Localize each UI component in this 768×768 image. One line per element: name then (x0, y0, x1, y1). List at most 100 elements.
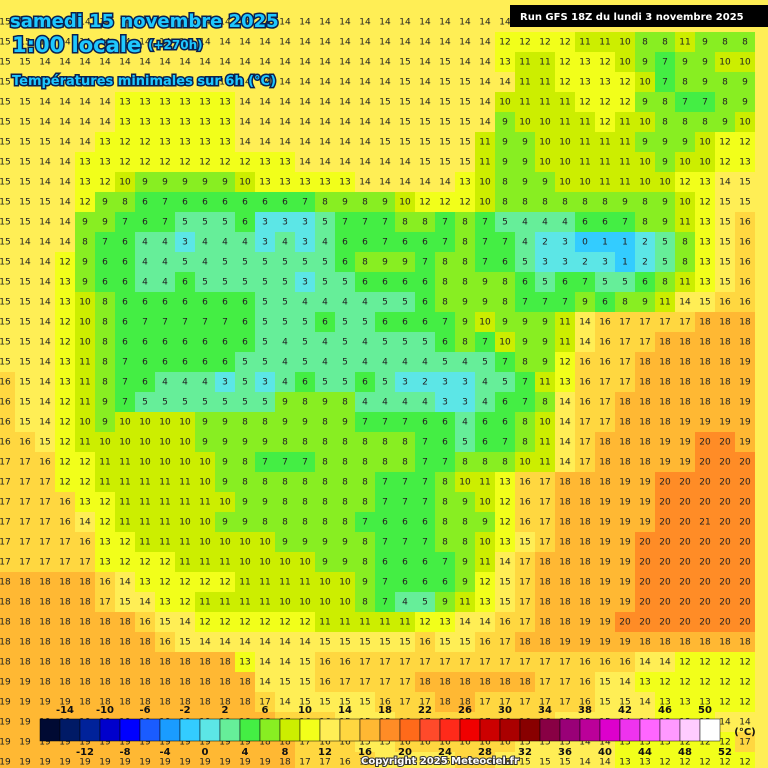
temp-value: 15 (559, 758, 570, 768)
temp-value: 9 (242, 438, 248, 448)
legend-swatch (79, 718, 101, 742)
temp-cell (635, 232, 655, 252)
temp-cell (395, 512, 415, 532)
temp-value: 16 (159, 638, 171, 648)
temp-value: 11 (159, 498, 170, 508)
temp-cell (315, 352, 335, 372)
temp-value: 18 (99, 618, 111, 628)
temp-cell (135, 372, 155, 392)
temp-value: 8 (462, 218, 468, 228)
temp-cell (415, 292, 435, 312)
temp-value: 15 (0, 238, 11, 248)
temp-cell (35, 132, 55, 152)
temp-value: 14 (239, 638, 251, 648)
temp-value: 16 (579, 398, 591, 408)
temp-value: 11 (479, 558, 490, 568)
temp-value: 11 (579, 138, 590, 148)
temp-cell (595, 52, 615, 72)
temp-cell (515, 332, 535, 352)
temp-value: 6 (442, 578, 448, 588)
temp-cell (715, 412, 735, 432)
temp-value: 14 (219, 638, 231, 648)
temp-value: 8 (502, 298, 508, 308)
temp-value: 11 (339, 618, 350, 628)
legend-swatch (299, 718, 321, 742)
temp-cell (255, 72, 275, 92)
temp-value: 5 (422, 598, 428, 608)
temp-value: 19 (739, 398, 751, 408)
temp-cell (275, 372, 295, 392)
temp-cell (55, 0, 75, 32)
temp-cell (515, 52, 535, 72)
temp-value: 9 (482, 298, 488, 308)
temp-value: 14 (259, 138, 271, 148)
temp-value: 14 (339, 98, 351, 108)
temp-cell (135, 352, 155, 372)
temp-value: 17 (499, 638, 510, 648)
temp-cell (655, 252, 675, 272)
temp-cell (475, 152, 495, 172)
temp-value: 12 (419, 198, 430, 208)
temp-cell (675, 412, 695, 432)
temp-value: 12 (419, 618, 430, 628)
temp-cell (275, 152, 295, 172)
temp-cell (135, 292, 155, 312)
legend-label: 32 (518, 747, 532, 758)
temp-cell (75, 152, 95, 172)
temp-value: 10 (639, 178, 651, 188)
temp-value: 7 (442, 558, 448, 568)
temp-value: 12 (219, 158, 230, 168)
temp-cell (275, 132, 295, 152)
temp-value: 14 (39, 178, 51, 188)
temp-value: 11 (139, 538, 150, 548)
temp-value: 10 (559, 138, 571, 148)
temp-value: 6 (422, 318, 428, 328)
temp-value: 9 (462, 298, 468, 308)
temp-value: 10 (239, 178, 251, 188)
temp-cell (475, 492, 495, 512)
temp-value: 8 (102, 298, 108, 308)
temp-cell (115, 452, 135, 472)
temp-cell (395, 332, 415, 352)
temp-value: 10 (159, 438, 171, 448)
temp-cell (335, 272, 355, 292)
temp-cell (235, 72, 255, 92)
temp-value: 4 (162, 258, 168, 268)
temp-cell (535, 392, 555, 412)
temp-value: 12 (219, 578, 230, 588)
temp-value: 12 (519, 38, 530, 48)
temp-cell (35, 272, 55, 292)
temp-cell (295, 472, 315, 492)
temp-value: 14 (379, 18, 391, 28)
temp-cell (455, 472, 475, 492)
temp-cell (195, 172, 215, 192)
temp-value: 6 (182, 338, 188, 348)
temp-cell (415, 512, 435, 532)
temp-cell (735, 72, 755, 92)
temp-value: 18 (499, 678, 511, 688)
temp-value: 20 (679, 598, 691, 608)
temp-value: 14 (419, 58, 431, 68)
temp-value: 13 (699, 178, 710, 188)
temp-cell (415, 432, 435, 452)
temp-value: 20 (719, 518, 731, 528)
temp-value: 6 (382, 318, 388, 328)
temp-cell (635, 152, 655, 172)
temp-value: 10 (619, 38, 631, 48)
temp-value: 20 (739, 538, 751, 548)
temp-cell (355, 192, 375, 212)
temp-value: 8 (482, 458, 488, 468)
temp-value: 14 (359, 138, 371, 148)
temp-cell (215, 412, 235, 432)
temp-cell (0, 52, 15, 72)
temp-cell (115, 112, 135, 132)
temp-cell (375, 232, 395, 252)
temp-value: 17 (99, 598, 110, 608)
temp-value: 8 (342, 438, 348, 448)
temp-value: 9 (462, 558, 468, 568)
temp-value: 15 (19, 418, 30, 428)
temp-value: 14 (199, 58, 211, 68)
temp-cell (95, 372, 115, 392)
temp-value: 15 (439, 638, 450, 648)
temp-value: 15 (359, 638, 370, 648)
